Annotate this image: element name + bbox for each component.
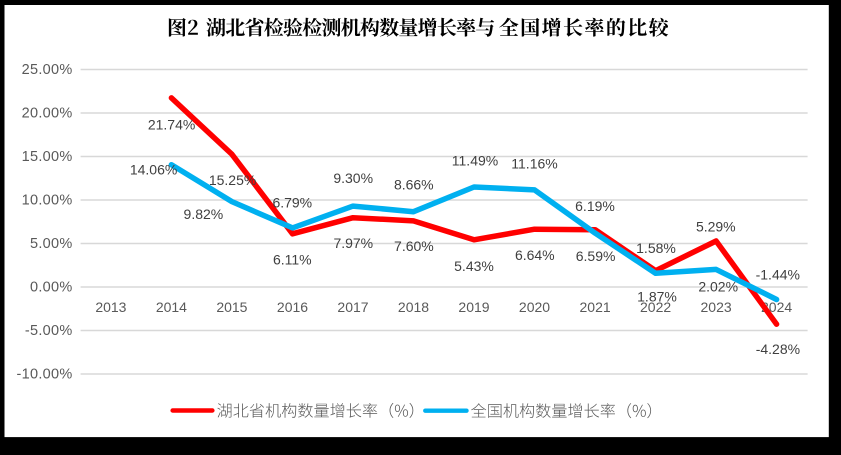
- svg-text:1.58%: 1.58%: [636, 240, 676, 256]
- svg-text:2019: 2019: [458, 299, 489, 315]
- svg-text:-1.44%: -1.44%: [756, 267, 800, 283]
- svg-text:9.82%: 9.82%: [184, 206, 224, 222]
- svg-text:5.43%: 5.43%: [454, 258, 494, 274]
- svg-text:14.06%: 14.06%: [130, 161, 177, 177]
- svg-text:6.19%: 6.19%: [575, 198, 615, 214]
- svg-text:6.59%: 6.59%: [576, 248, 616, 264]
- svg-text:2016: 2016: [277, 299, 308, 315]
- svg-text:7.97%: 7.97%: [333, 235, 373, 251]
- svg-text:6.11%: 6.11%: [273, 251, 312, 267]
- svg-text:2014: 2014: [156, 299, 187, 315]
- svg-text:5.29%: 5.29%: [696, 219, 736, 235]
- svg-text:11.49%: 11.49%: [452, 153, 498, 169]
- svg-text:10.00%: 10.00%: [22, 192, 73, 208]
- svg-text:2023: 2023: [701, 299, 732, 315]
- svg-text:7.60%: 7.60%: [394, 238, 434, 254]
- svg-text:6.79%: 6.79%: [272, 195, 312, 211]
- svg-text:2022: 2022: [640, 299, 671, 315]
- svg-text:11.16%: 11.16%: [511, 156, 557, 172]
- svg-text:5.00%: 5.00%: [30, 236, 73, 252]
- svg-text:2017: 2017: [337, 299, 368, 315]
- svg-text:2015: 2015: [216, 299, 247, 315]
- svg-text:6.64%: 6.64%: [515, 247, 555, 263]
- svg-text:15.00%: 15.00%: [22, 149, 73, 165]
- svg-text:2018: 2018: [398, 299, 429, 315]
- svg-text:-5.00%: -5.00%: [25, 323, 73, 339]
- svg-text:9.30%: 9.30%: [333, 170, 373, 186]
- svg-text:2013: 2013: [95, 299, 126, 315]
- svg-text:1.87%: 1.87%: [637, 289, 677, 305]
- svg-text:2020: 2020: [519, 299, 550, 315]
- svg-text:8.66%: 8.66%: [394, 177, 434, 193]
- svg-text:15.25%: 15.25%: [209, 172, 256, 188]
- svg-text:25.00%: 25.00%: [22, 62, 73, 78]
- svg-text:-4.28%: -4.28%: [756, 341, 800, 357]
- svg-text:2.02%: 2.02%: [698, 279, 738, 295]
- svg-text:0.00%: 0.00%: [30, 279, 73, 295]
- svg-text:20.00%: 20.00%: [22, 105, 73, 121]
- svg-text:2021: 2021: [580, 299, 611, 315]
- svg-text:-10.00%: -10.00%: [16, 366, 72, 382]
- svg-text:21.74%: 21.74%: [148, 117, 195, 133]
